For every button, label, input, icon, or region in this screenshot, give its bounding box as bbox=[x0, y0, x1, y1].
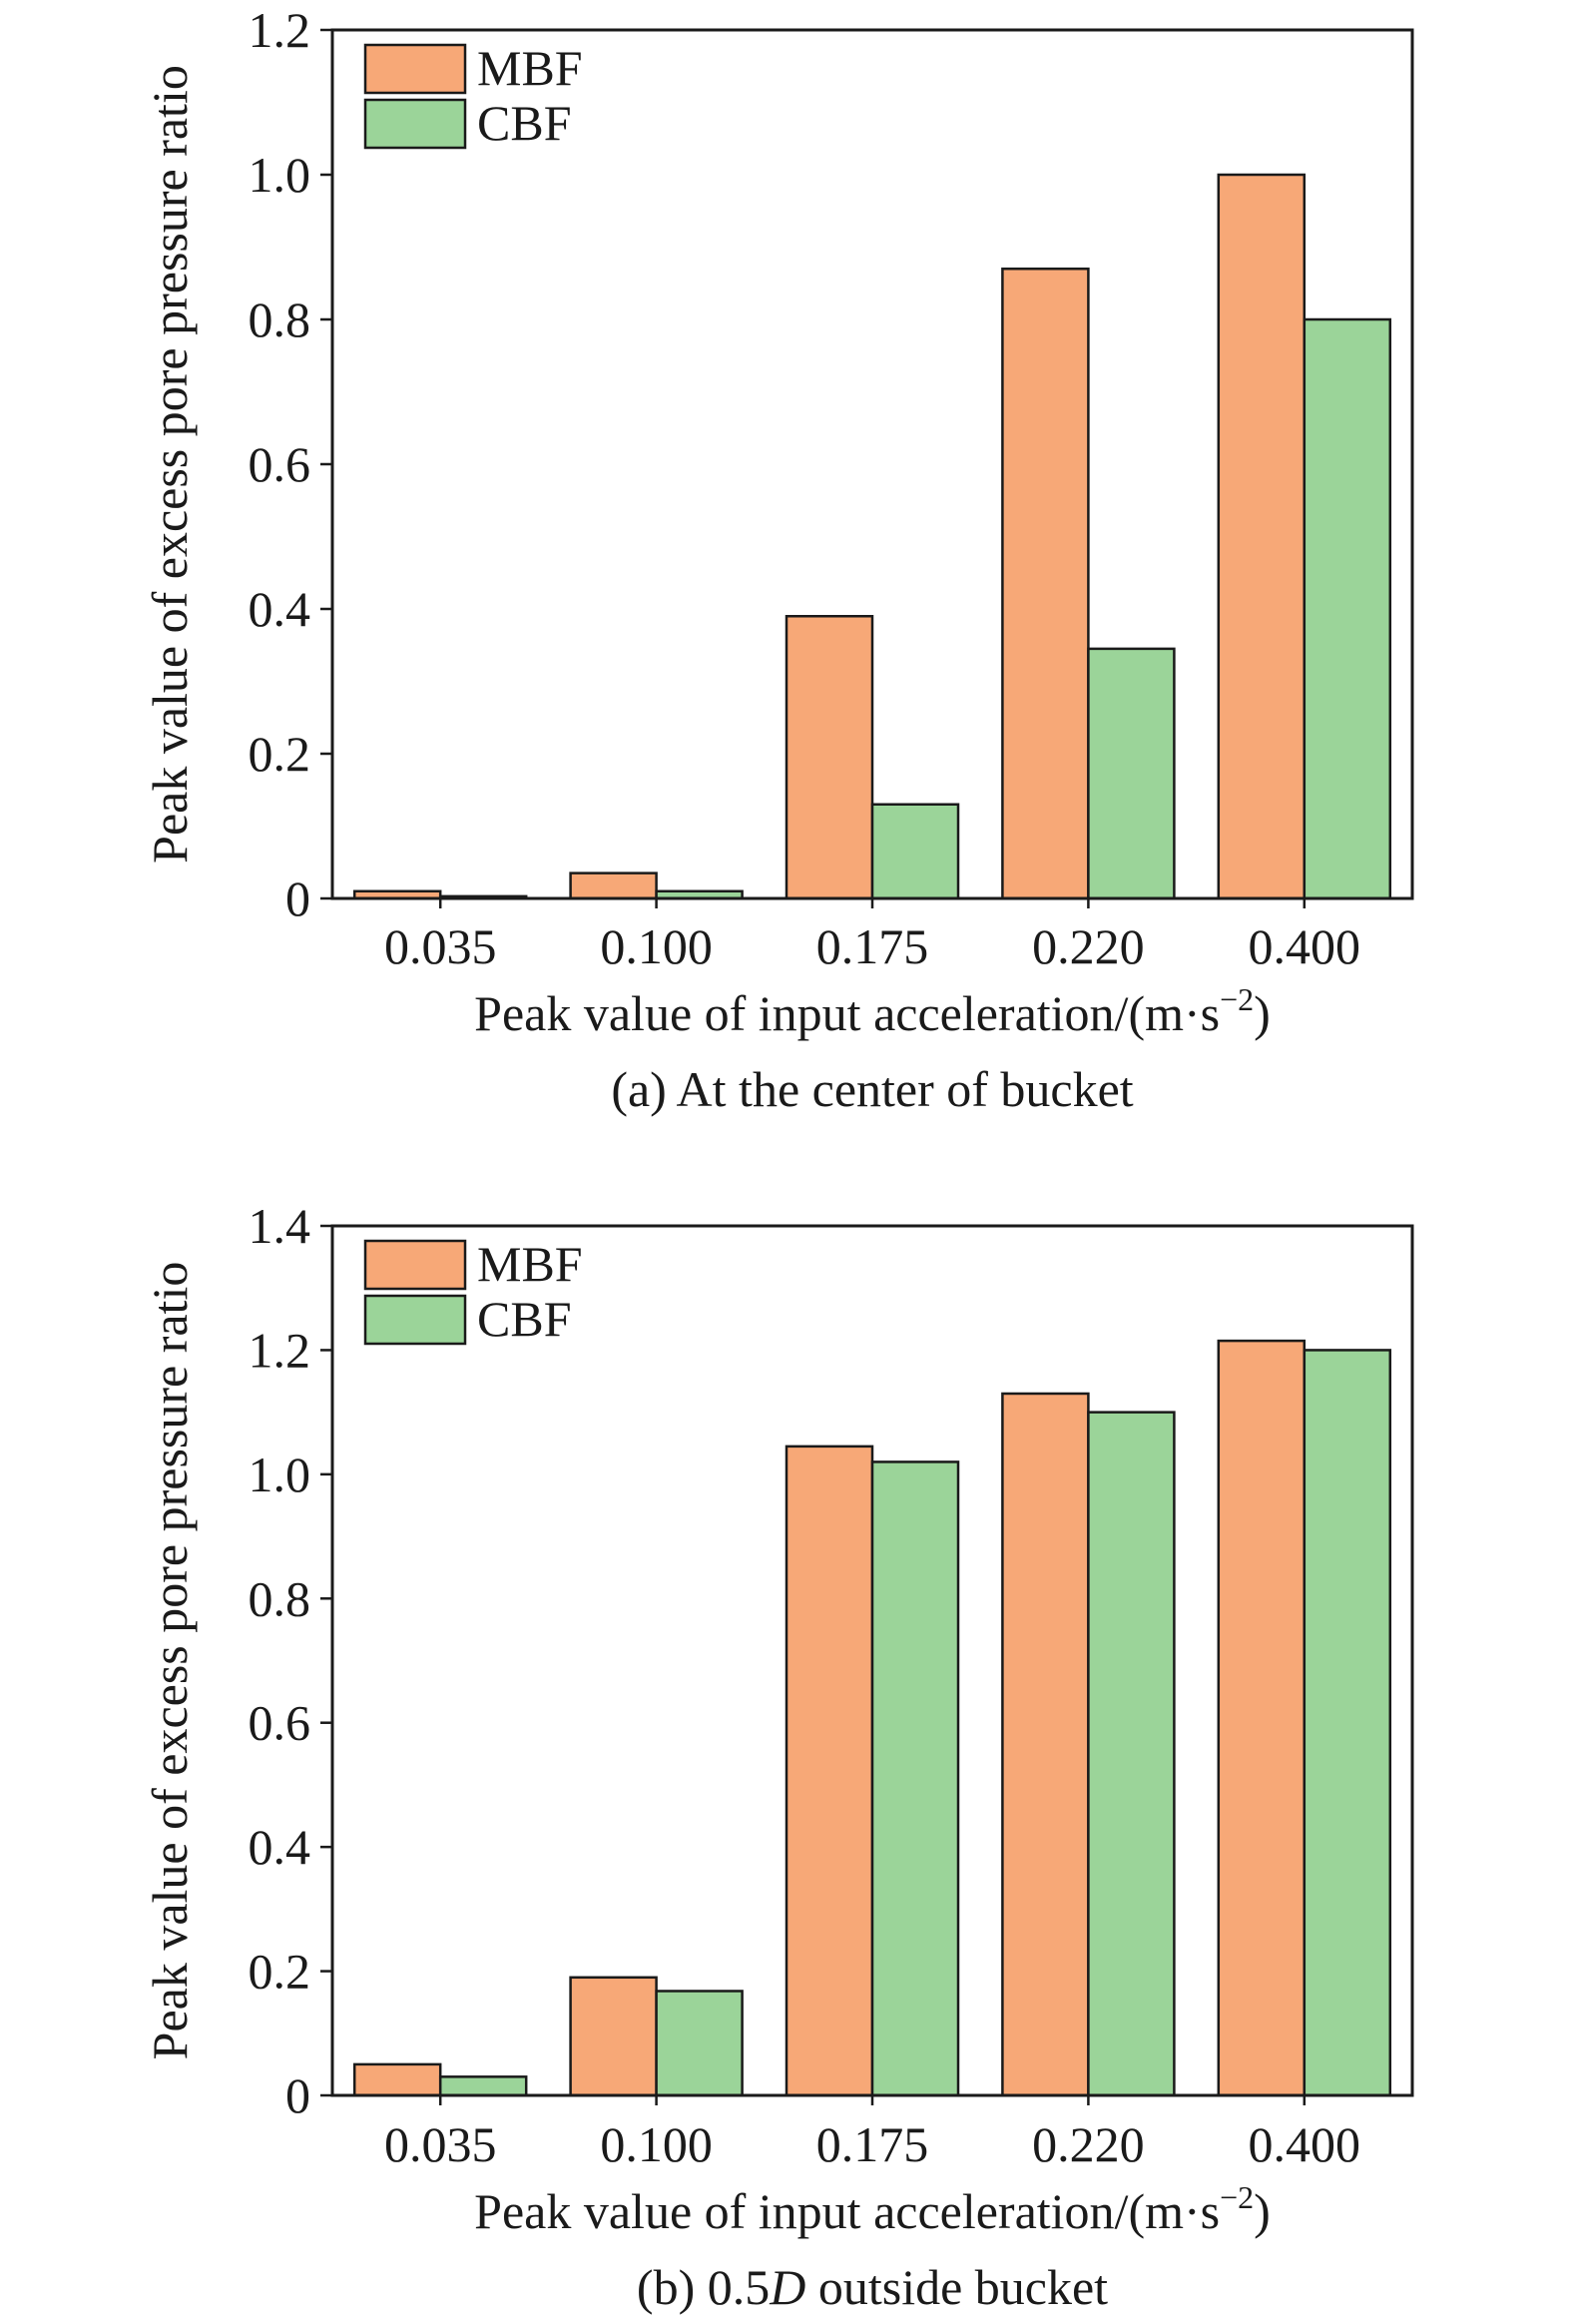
y-tick-label: 0.2 bbox=[249, 726, 311, 782]
x-tick-label: 0.220 bbox=[1032, 2116, 1145, 2172]
bar-mbf-0.175 bbox=[785, 615, 874, 900]
y-tick-label: 0 bbox=[285, 871, 310, 926]
bar-cbf-0.400 bbox=[1303, 1349, 1392, 2097]
bar-mbf-0.400 bbox=[1217, 173, 1307, 900]
bar-cbf-0.175 bbox=[870, 1460, 960, 2097]
legend-swatch-cbf bbox=[363, 1294, 467, 1346]
bar-cbf-0.175 bbox=[870, 803, 960, 900]
y-tick-label: 0.8 bbox=[249, 291, 311, 347]
bar-mbf-0.035 bbox=[352, 2062, 442, 2097]
bar-cbf-0.400 bbox=[1303, 317, 1392, 900]
x-tick-label: 0.400 bbox=[1249, 918, 1361, 974]
x-axis-label: Peak value of input acceleration/(m·s−2) bbox=[474, 981, 1271, 1041]
y-tick-label: 0.4 bbox=[249, 1819, 311, 1875]
y-tick-label: 0.6 bbox=[249, 1695, 311, 1751]
chart-b: 0.035 0.100 0.175 0.220 0.400 0 0.2 0.4 0.6 0.8 1.… bbox=[142, 1198, 1414, 2315]
y-tick-label: 0.8 bbox=[249, 1570, 311, 1626]
y-tick-label: 1.4 bbox=[249, 1198, 311, 1254]
y-axis-label: Peak value of excess pore pressure ratio bbox=[142, 65, 198, 864]
legend-swatch-mbf bbox=[363, 1239, 467, 1291]
y-tick-label: 1.2 bbox=[249, 2, 311, 58]
legend-label-cbf: CBF bbox=[477, 95, 572, 151]
y-tick-label: 0 bbox=[285, 2067, 310, 2123]
x-axis-label: Peak value of input acceleration/(m·s−2) bbox=[474, 2179, 1271, 2239]
bar-mbf-0.175 bbox=[785, 1445, 874, 2097]
bar-cbf-0.100 bbox=[655, 1990, 744, 2097]
x-tick-label: 0.175 bbox=[816, 918, 929, 974]
plot-frame bbox=[330, 1224, 1414, 2097]
bar-cbf-0.220 bbox=[1087, 1411, 1176, 2097]
chart-a: 0.035 0.100 0.175 0.220 0.400 0 0.2 0.4 0.6 0.8 1.… bbox=[142, 2, 1414, 1117]
plot-frame bbox=[330, 28, 1414, 900]
y-tick-label: 0.6 bbox=[249, 436, 311, 492]
x-tick-label: 0.100 bbox=[600, 918, 713, 974]
y-axis-label: Peak value of excess pore pressure ratio bbox=[142, 1262, 198, 2060]
x-tick-label: 0.100 bbox=[600, 2116, 713, 2172]
legend-label-cbf: CBF bbox=[477, 1291, 572, 1347]
y-tick-label: 0.2 bbox=[249, 1944, 311, 2000]
x-tick-label: 0.035 bbox=[384, 918, 497, 974]
legend-swatch-cbf bbox=[363, 98, 467, 150]
bar-mbf-0.400 bbox=[1217, 1339, 1307, 2097]
y-tick-label: 1.0 bbox=[249, 147, 311, 203]
bar-cbf-0.220 bbox=[1087, 647, 1176, 900]
legend-label-mbf: MBF bbox=[477, 1236, 583, 1292]
y-tick-label: 0.4 bbox=[249, 581, 311, 637]
chart-caption: (b) 0.5D outside bucket bbox=[637, 2259, 1108, 2315]
bar-mbf-0.100 bbox=[569, 1976, 658, 2097]
x-tick-label: 0.035 bbox=[384, 2116, 497, 2172]
chart-caption: (a) At the center of bucket bbox=[611, 1061, 1133, 1117]
x-tick-label: 0.220 bbox=[1032, 918, 1145, 974]
bar-mbf-0.100 bbox=[569, 872, 658, 900]
y-tick-label: 1.0 bbox=[249, 1447, 311, 1502]
x-tick-label: 0.400 bbox=[1249, 2116, 1361, 2172]
bar-cbf-0.035 bbox=[438, 2075, 528, 2097]
bar-mbf-0.220 bbox=[1001, 1392, 1090, 2097]
y-tick-label: 1.2 bbox=[249, 1322, 311, 1378]
bar-mbf-0.220 bbox=[1001, 268, 1090, 900]
legend-swatch-mbf bbox=[363, 43, 467, 95]
x-tick-label: 0.175 bbox=[816, 2116, 929, 2172]
legend-label-mbf: MBF bbox=[477, 40, 583, 96]
